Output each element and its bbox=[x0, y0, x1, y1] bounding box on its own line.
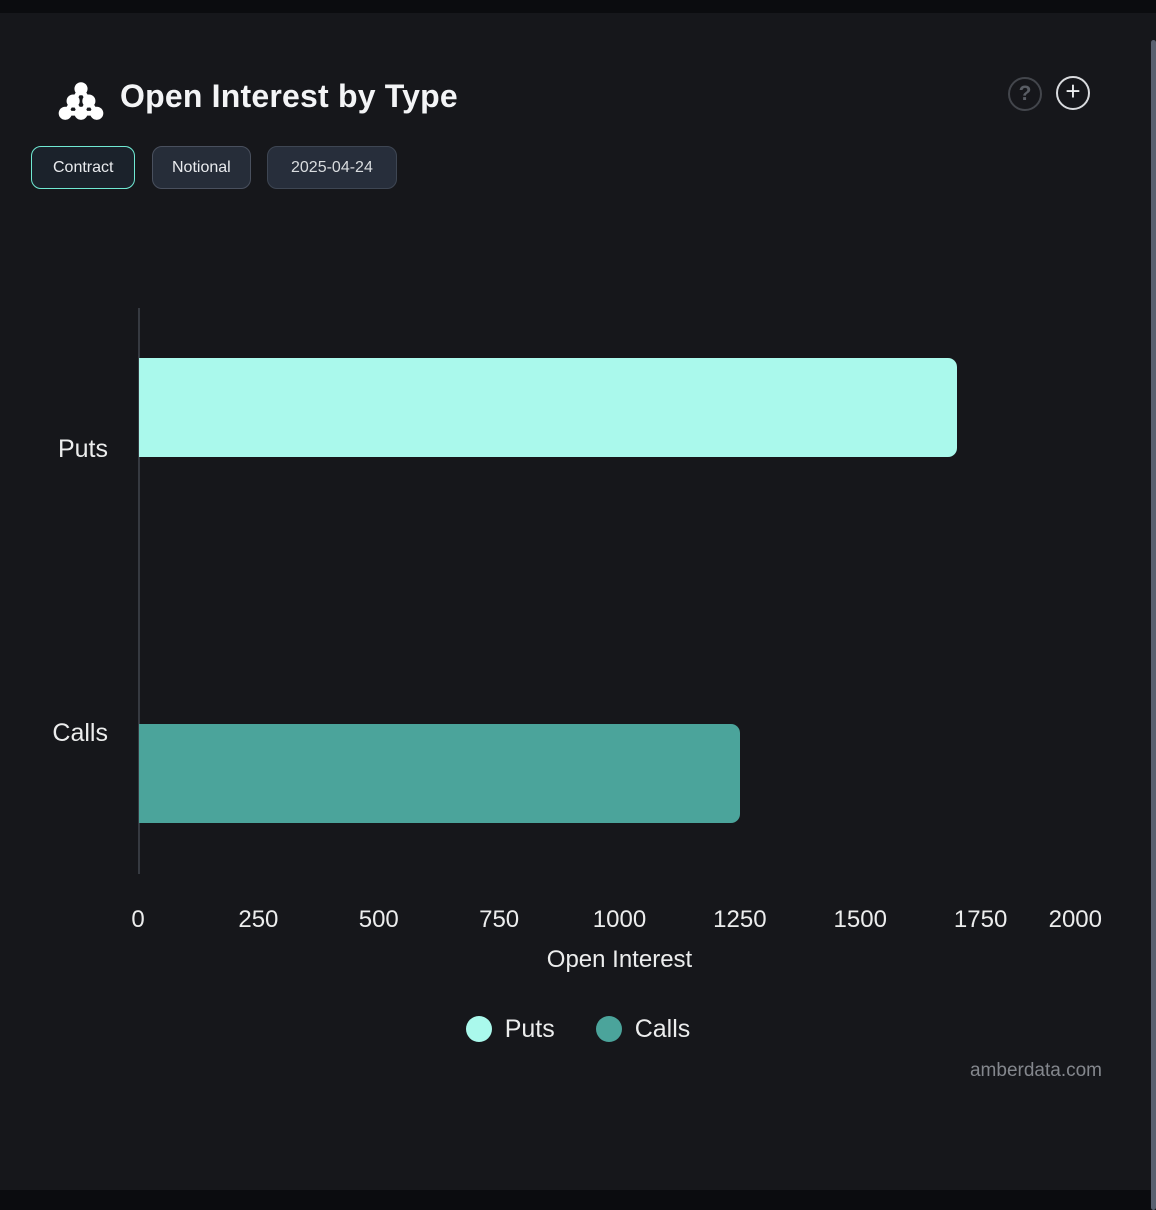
x-tick-label-750: 750 bbox=[479, 906, 520, 933]
legend-item-calls[interactable]: Calls bbox=[595, 1014, 691, 1044]
help-button[interactable]: ? bbox=[1008, 77, 1042, 111]
bar-calls[interactable] bbox=[139, 724, 740, 823]
x-tick-label-2000: 2000 bbox=[1048, 906, 1102, 933]
x-tick-label-1250: 1250 bbox=[713, 906, 767, 933]
contract-toggle-label: Contract bbox=[53, 158, 114, 176]
notional-toggle-label: Notional bbox=[172, 158, 231, 176]
x-tick-label-250: 250 bbox=[238, 906, 279, 933]
page-title: Open Interest by Type bbox=[120, 78, 458, 114]
legend-label-calls: Calls bbox=[634, 1014, 691, 1043]
watermark: amberdata.com bbox=[969, 1060, 1102, 1081]
add-button[interactable]: + bbox=[1056, 76, 1090, 110]
bar-puts[interactable] bbox=[139, 358, 957, 457]
vertical-scrollbar[interactable] bbox=[1151, 40, 1156, 1210]
top-edge-strip bbox=[0, 0, 1156, 13]
legend-label-puts: Puts bbox=[504, 1014, 555, 1043]
date-selector-label: 2025-04-24 bbox=[291, 158, 373, 176]
x-tick-label-1500: 1500 bbox=[833, 906, 887, 933]
contract-toggle-button[interactable]: Contract bbox=[31, 146, 136, 189]
y-axis-line bbox=[138, 308, 140, 874]
notional-toggle-button[interactable]: Notional bbox=[152, 146, 251, 189]
legend-dot-puts bbox=[465, 1016, 492, 1042]
plus-icon: + bbox=[1065, 76, 1081, 106]
date-selector-button[interactable]: 2025-04-24 bbox=[267, 146, 397, 189]
legend-item-puts[interactable]: Puts bbox=[465, 1014, 555, 1044]
x-tick-label-0: 0 bbox=[131, 906, 145, 933]
x-tick-label-1000: 1000 bbox=[592, 906, 647, 933]
category-label-calls: Calls bbox=[52, 719, 108, 747]
x-tick-label-500: 500 bbox=[358, 906, 399, 933]
x-tick-label-1750: 1750 bbox=[953, 906, 1008, 933]
bottom-edge-strip bbox=[0, 1190, 1156, 1210]
x-axis-title: Open Interest bbox=[546, 946, 693, 973]
legend-dot-calls bbox=[595, 1016, 622, 1042]
question-mark-icon: ? bbox=[1018, 82, 1032, 105]
amberdata-logo-icon bbox=[58, 82, 104, 120]
chart-legend: Puts Calls bbox=[0, 1011, 1156, 1047]
category-label-puts: Puts bbox=[57, 435, 108, 463]
